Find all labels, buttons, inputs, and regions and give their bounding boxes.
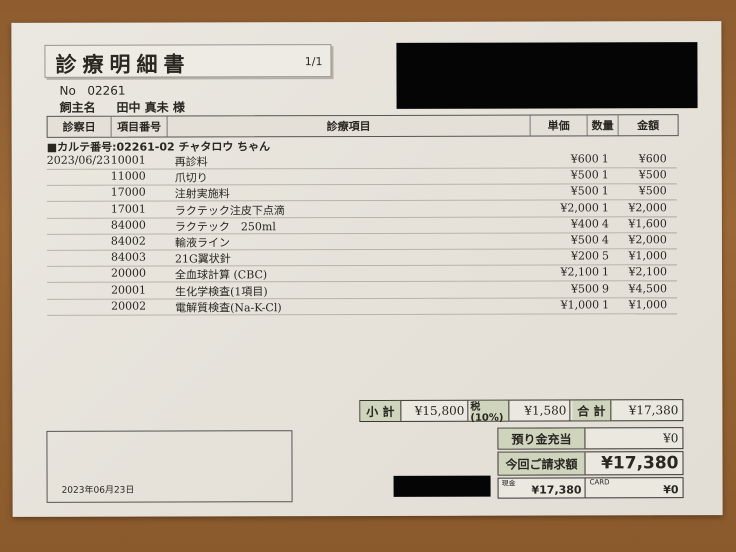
row-code: 84000 — [110, 218, 146, 232]
row-qty: 1 — [601, 265, 610, 279]
notes-box: 2023年06月23日 — [46, 430, 293, 503]
row-price: ¥500 — [570, 168, 599, 182]
row-qty: 4 — [601, 233, 609, 247]
tax-label: 税(10%) — [470, 400, 510, 424]
col-qty: 数量 — [587, 115, 619, 136]
table-header: 診察日 項目番号 診療項目 単価 数量 金額 — [46, 114, 679, 138]
row-price: ¥500 — [570, 184, 599, 198]
row-amount: ¥2,000 — [628, 233, 667, 247]
cash-value: ¥17,380 — [531, 483, 582, 497]
row-code: 17000 — [110, 185, 146, 200]
payment-row: 現金 ¥17,380 CARD ¥0 — [497, 477, 684, 499]
owner-name: 田中 真未 様 — [116, 100, 185, 115]
row-price: ¥2,100 — [560, 265, 600, 279]
document-title: 診療明細書 — [55, 52, 191, 77]
col-item: 診療項目 — [167, 115, 531, 137]
table-row: 20002 電解質検査(Na-K-Cl) ¥1,000 1 ¥1,000 — [47, 296, 678, 316]
row-item: 再診料 — [174, 155, 208, 169]
row-date: 2023/06/23 — [46, 153, 111, 167]
table-body: 2023/06/23 10001 再診料 ¥600 1 ¥600 11000 爪切り ¥500 1… — [11, 21, 721, 316]
row-price: ¥400 — [570, 217, 599, 231]
row-amount: ¥2,000 — [628, 200, 667, 214]
row-amount: ¥1,600 — [628, 217, 667, 231]
row-item: 輸液ライン — [174, 236, 230, 250]
row-qty: 9 — [602, 281, 610, 295]
col-code: 項目番号 — [111, 116, 168, 137]
redaction-block-2 — [393, 475, 491, 497]
page-number: 1/1 — [304, 55, 323, 69]
issue-date: 2023年06月23日 — [61, 485, 135, 496]
redaction-block — [396, 42, 698, 109]
card-value: ¥0 — [663, 483, 679, 497]
row-code: 84003 — [110, 250, 146, 264]
row-price: ¥500 — [571, 281, 600, 296]
row-code: 84002 — [110, 234, 146, 248]
row-code: 11000 — [110, 169, 146, 183]
row-qty: 1 — [601, 168, 609, 182]
row-item: 爪切り — [174, 171, 208, 185]
row-qty: 1 — [601, 152, 609, 166]
no-label: No — [59, 83, 76, 98]
row-qty: 1 — [602, 298, 610, 312]
row-qty: 1 — [601, 200, 609, 214]
tax-value: ¥1,580 — [510, 400, 571, 421]
row-code: 20000 — [110, 266, 147, 281]
row-price: ¥500 — [570, 233, 599, 247]
row-amount: ¥4,500 — [628, 281, 668, 295]
row-amount: ¥600 — [638, 152, 667, 166]
row-price: ¥2,000 — [560, 200, 599, 215]
row-amount: ¥2,100 — [628, 265, 668, 279]
row-code: 20001 — [111, 283, 147, 297]
row-item: ラクテック 250ml — [174, 220, 276, 234]
row-item: 21G翼状針 — [174, 252, 231, 266]
row-amount: ¥500 — [638, 168, 667, 182]
row-amount: ¥1,000 — [628, 249, 667, 263]
row-item: ラクテック注皮下点滴 — [174, 203, 285, 218]
total-value: ¥17,380 — [628, 403, 679, 418]
billed-row: 今回ご請求額 ¥17,380 — [497, 451, 684, 476]
row-price: ¥600 — [570, 152, 599, 166]
invoice-number: No 02261 — [60, 84, 126, 98]
cash-cell: 現金 ¥17,380 — [498, 478, 586, 498]
row-item: 注射実施料 — [174, 187, 230, 201]
row-qty: 5 — [601, 249, 609, 263]
total-label: 合 計 — [572, 400, 612, 421]
card-label: CARD — [589, 478, 610, 487]
totals-row: 小 計 ¥15,800 税(10%) ¥1,580 合 計 ¥17,380 — [359, 399, 684, 424]
cash-label: 現金 — [501, 479, 516, 488]
deposit-label: 預り金充当 — [498, 428, 586, 449]
invoice-paper: 診療明細書 1/1 No 02261 飼主名 田中 真未 様 診察日 項目番号 … — [11, 21, 723, 517]
owner-label: 飼主名 — [59, 100, 96, 115]
card-cell: CARD ¥0 — [587, 478, 683, 497]
row-price: ¥200 — [570, 249, 599, 263]
row-code: 17001 — [110, 202, 146, 216]
col-price: 単価 — [530, 115, 588, 136]
row-item: 全血球計算 (CBC) — [174, 268, 268, 282]
col-amount: 金額 — [637, 119, 660, 133]
billed-label: 今回ご請求額 — [498, 452, 586, 475]
deposit-value: ¥0 — [663, 431, 679, 446]
no-value: 02261 — [87, 83, 126, 98]
col-date: 診察日 — [47, 116, 112, 137]
deposit-row: 預り金充当 ¥0 — [497, 427, 684, 450]
billed-value: ¥17,380 — [601, 453, 679, 474]
row-amount: ¥500 — [638, 184, 667, 198]
subtotal-value: ¥15,800 — [402, 400, 469, 421]
row-code: 20002 — [111, 299, 147, 313]
title-box: 診療明細書 1/1 — [44, 44, 332, 78]
row-amount: ¥1,000 — [628, 298, 668, 312]
subtotal-label: 小 計 — [360, 400, 402, 422]
row-qty: 4 — [601, 217, 609, 231]
row-code: 10001 — [110, 153, 146, 167]
row-price: ¥1,000 — [560, 298, 600, 312]
owner: 飼主名 田中 真未 様 — [60, 98, 185, 115]
row-item: 電解質検査(Na-K-Cl) — [175, 301, 282, 315]
row-qty: 1 — [601, 184, 609, 198]
row-item: 生化学検査(1項目) — [175, 284, 268, 299]
